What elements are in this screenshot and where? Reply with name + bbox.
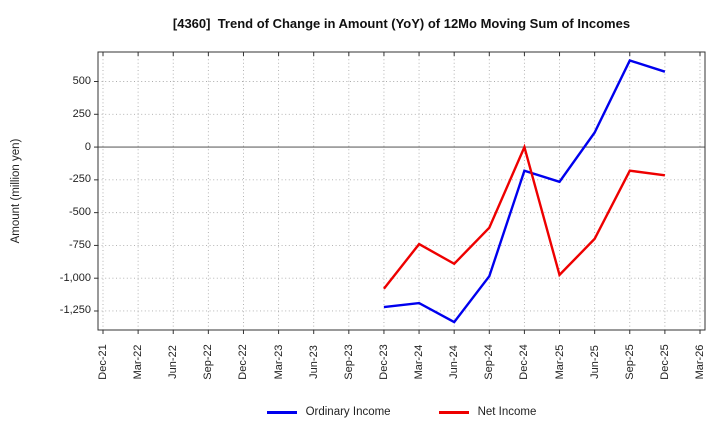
y-tick-label: 0 [84, 140, 91, 153]
net-income-line-swatch [438, 410, 469, 414]
y-tick-label: -500 [68, 206, 91, 219]
legend: Ordinary Income Net Income [98, 406, 705, 418]
chart-title: [4360] Trend of Change in Amount (YoY) o… [172, 16, 631, 31]
x-tick-label: Sep-23 [342, 344, 355, 380]
x-tick-label: Jun-25 [588, 345, 601, 379]
y-tick-label: -1,250 [59, 304, 91, 317]
x-tick-label: Mar-25 [553, 344, 566, 380]
series-line-ordinary-income [383, 59, 666, 324]
x-tick-label: Mar-24 [413, 344, 426, 380]
y-tick-label: 500 [72, 75, 91, 87]
x-tick-label: Dec-22 [237, 344, 250, 380]
x-tick-label: Mar-26 [694, 344, 706, 380]
x-tick-label: Dec-23 [377, 344, 390, 380]
y-tick-label: -1,000 [59, 271, 91, 284]
x-tick-label: Mar-23 [272, 344, 285, 380]
ordinary-income-line-swatch [266, 410, 297, 414]
series-line-net-income [382, 143, 666, 290]
y-tick-label: -250 [68, 173, 91, 186]
x-tick-label: Sep-25 [623, 344, 636, 380]
x-tick-label: Jun-23 [307, 345, 320, 379]
legend-item-net-income: Net Income [438, 406, 537, 418]
legend-label-ordinary-income: Ordinary Income [305, 406, 391, 418]
x-tick-label: Jun-24 [448, 345, 461, 379]
x-tick-label: Sep-22 [202, 344, 215, 380]
x-tick-label: Dec-24 [518, 344, 531, 380]
y-tick-label: -750 [68, 238, 91, 251]
legend-label-net-income: Net Income [477, 406, 537, 418]
y-tick-label: 250 [72, 107, 91, 120]
x-tick-label: Mar-22 [132, 344, 145, 380]
x-tick-label: Dec-21 [97, 344, 109, 380]
x-tick-label: Jun-22 [167, 345, 180, 379]
plot-frame [97, 51, 706, 331]
x-tick-label: Sep-24 [483, 344, 496, 380]
legend-item-ordinary-income: Ordinary Income [266, 406, 391, 418]
x-tick-label: Dec-25 [658, 344, 671, 380]
